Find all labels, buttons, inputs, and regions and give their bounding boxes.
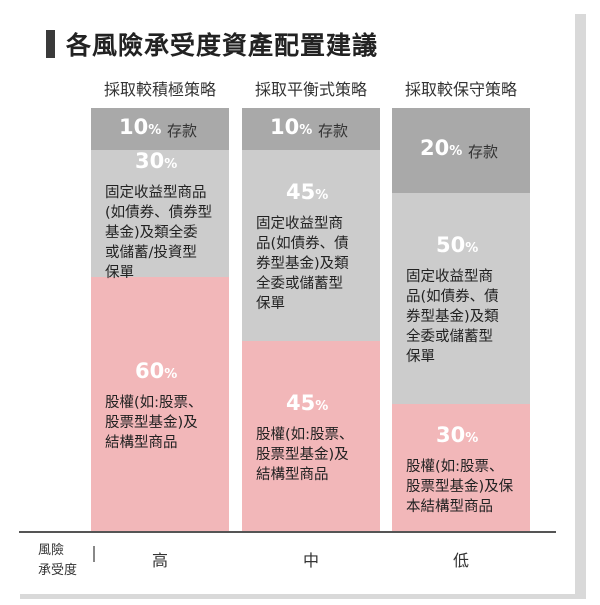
percent-symbol: % xyxy=(449,144,463,160)
col-1-equity-desc: 股權(如:股票、 股票型基金)及 結構型商品 xyxy=(105,393,203,453)
percent-symbol: % xyxy=(465,241,479,257)
col-2-fixed-income-desc-line: 品(如債券、債 xyxy=(256,236,349,253)
risk-axis-label-line-1: 風險 xyxy=(38,543,65,558)
col-1-fixed-income-desc: 固定收益型商品 (如債券、債券型 基金)及類全委 或儲蓄/投資型 保單 xyxy=(105,183,212,283)
col-3-fixed-income-desc-line: 保單 xyxy=(406,349,435,366)
baseline xyxy=(19,531,556,533)
col-1-deposit-percent: 10% xyxy=(119,115,162,140)
col-2-fixed-income-desc-line: 券型基金)及類 xyxy=(256,256,349,273)
col-1-fixed-income-desc-line: 保單 xyxy=(105,264,134,281)
col-1-equity-bar xyxy=(91,277,229,531)
col-3-equity-desc-line: 本結構型商品 xyxy=(406,498,493,515)
col-2-equity-desc-line: 股權(如:股票、 xyxy=(256,426,354,443)
col-3-fixed-income-desc-line: 品(如債券、債 xyxy=(406,289,499,306)
percent-symbol: % xyxy=(164,156,178,172)
col-3-equity-desc-line: 股票型基金)及保 xyxy=(406,478,514,495)
col-2-equity-desc-line: 股票型基金)及 xyxy=(256,446,349,463)
col-3-deposit-percent: 20% xyxy=(420,136,463,161)
col-2-fixed-income-desc: 固定收益型商 品(如債券、債 券型基金)及類 全委或儲蓄型 保單 xyxy=(256,214,349,314)
percent-symbol: % xyxy=(315,398,329,414)
col-2-equity-desc: 股權(如:股票、 股票型基金)及 結構型商品 xyxy=(256,425,354,485)
col-2-deposit-bar xyxy=(242,108,380,151)
col-2-fixed-income-percent: 45% xyxy=(286,180,329,205)
col-1-equity-desc-line: 結構型商品 xyxy=(105,435,178,452)
col-1-label: 採取較積極策略 xyxy=(103,80,216,99)
col-2-fixed-income-bar xyxy=(242,150,380,341)
col-3-risk-level: 低 xyxy=(452,551,469,570)
col-3-equity-desc: 股權(如:股票、 股票型基金)及保 本結構型商品 xyxy=(406,457,513,517)
col-3-fixed-income-desc-line: 全委或儲蓄型 xyxy=(406,329,493,346)
col-2-equity-desc-line: 結構型商品 xyxy=(256,466,329,483)
col-2-fixed-income-desc-line: 全委或儲蓄型 xyxy=(256,276,343,293)
percent-symbol: % xyxy=(299,123,313,139)
risk-separator xyxy=(93,546,95,562)
col-2-fixed-income-desc-line: 固定收益型商 xyxy=(256,216,343,233)
col-1-deposit-label: 存款 xyxy=(167,122,198,141)
percent-symbol: % xyxy=(315,188,329,204)
col-3-label: 採取較保守策略 xyxy=(404,80,517,99)
percent-symbol: % xyxy=(148,123,162,139)
col-2-deposit-label: 存款 xyxy=(318,122,349,141)
col-3-fixed-income-percent: 50% xyxy=(436,233,479,258)
col-3-fixed-income-desc-line: 券型基金)及類 xyxy=(406,309,499,326)
col-3-fixed-income-desc-line: 固定收益型商 xyxy=(406,269,493,286)
col-1-deposit-bar xyxy=(91,108,229,151)
col-3-deposit-bar xyxy=(392,108,530,193)
col-1-equity-percent: 60% xyxy=(135,359,178,384)
col-2-deposit-percent: 10% xyxy=(270,115,313,140)
col-3-fixed-income-desc: 固定收益型商 品(如債券、債 券型基金)及類 全委或儲蓄型 保單 xyxy=(406,267,499,367)
title-marker xyxy=(46,30,55,58)
col-1-fixed-income-bar xyxy=(91,150,229,278)
col-1-fixed-income-percent: 30% xyxy=(135,148,178,173)
col-1-equity-desc-line: 股權(如:股票、 xyxy=(105,395,203,412)
percent-symbol: % xyxy=(164,367,178,383)
col-1-fixed-income-desc-line: 基金)及類全委 xyxy=(105,224,198,241)
col-2-risk-level: 中 xyxy=(302,551,319,570)
col-1-fixed-income-desc-line: (如債券、債券型 xyxy=(105,204,213,221)
percent-symbol: % xyxy=(465,430,479,446)
col-1-fixed-income-desc-line: 或儲蓄/投資型 xyxy=(105,244,197,261)
col-2-equity-bar xyxy=(242,340,380,531)
col-1-risk-level: 高 xyxy=(151,551,168,570)
col-2-label: 採取平衡式策略 xyxy=(254,80,367,99)
col-3-fixed-income-bar xyxy=(392,192,530,405)
col-3-deposit-label: 存款 xyxy=(468,143,499,162)
risk-axis-label: 風險 承受度 xyxy=(38,541,77,581)
col-1-fixed-income-desc-line: 固定收益型商品 xyxy=(105,184,207,201)
chart-title: 各風險承受度資產配置建議 xyxy=(66,31,379,60)
col-1-equity-desc-line: 股票型基金)及 xyxy=(105,415,198,432)
col-3-equity-percent: 30% xyxy=(436,422,479,447)
col-2-fixed-income-desc-line: 保單 xyxy=(256,296,285,313)
col-3-equity-bar xyxy=(392,404,530,531)
col-2-equity-percent: 45% xyxy=(286,390,329,415)
col-3-equity-desc-line: 股權(如:股票、 xyxy=(406,458,504,475)
risk-axis-label-line-2: 承受度 xyxy=(38,563,78,578)
